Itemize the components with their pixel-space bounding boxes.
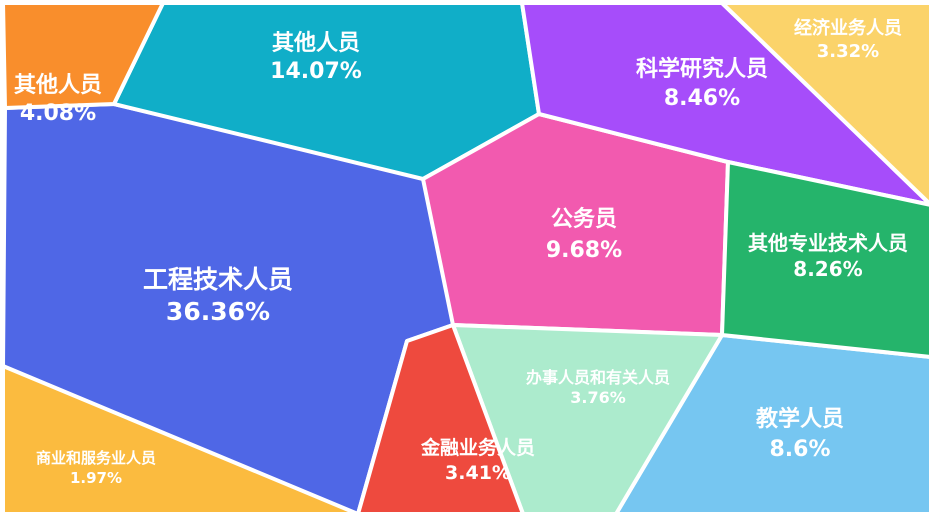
cell-6 <box>720 160 933 359</box>
cell-value-label: 3.32% <box>817 41 879 62</box>
cell-name-label: 工程技术人员 <box>143 265 293 294</box>
cell-9 <box>356 323 525 516</box>
cell-name-label: 其他人员 <box>272 31 360 56</box>
cell-value-label: 3.76% <box>570 388 626 407</box>
cell-value-label: 8.6% <box>769 437 830 462</box>
cell-7 <box>1 1 165 110</box>
cell-value-label: 8.26% <box>793 257 862 281</box>
cell-name-label: 办事人员和有关人员 <box>526 368 670 387</box>
cell-name-label: 科学研究人员 <box>636 56 768 82</box>
cell-name-label: 商业和服务业人员 <box>36 449 156 467</box>
cell-value-label: 8.46% <box>664 86 740 111</box>
cell-value-label: 14.07% <box>270 59 362 84</box>
cell-name-label: 其他人员 <box>14 73 102 98</box>
cell-name-label: 其他专业技术人员 <box>748 231 908 255</box>
labels-layer: 工程技术人员 36.36% 其他人员 14.07% 公务员 9.68% 教学人员 8.6% 科学… <box>14 17 908 487</box>
cell-name-label: 金融业务人员 <box>420 436 535 459</box>
cell-10 <box>720 1 933 207</box>
cell-value-label: 1.97% <box>70 469 122 487</box>
cell-value-label: 3.41% <box>445 462 511 484</box>
cell-value-label: 4.08% <box>20 101 96 126</box>
cell-name-label: 经济业务人员 <box>794 17 902 39</box>
cell-name-label: 公务员 <box>551 207 617 232</box>
cell-value-label: 36.36% <box>166 297 270 326</box>
cell-value-label: 9.68% <box>546 238 622 263</box>
cell-name-label: 教学人员 <box>756 406 844 432</box>
cell-11 <box>1 364 360 516</box>
